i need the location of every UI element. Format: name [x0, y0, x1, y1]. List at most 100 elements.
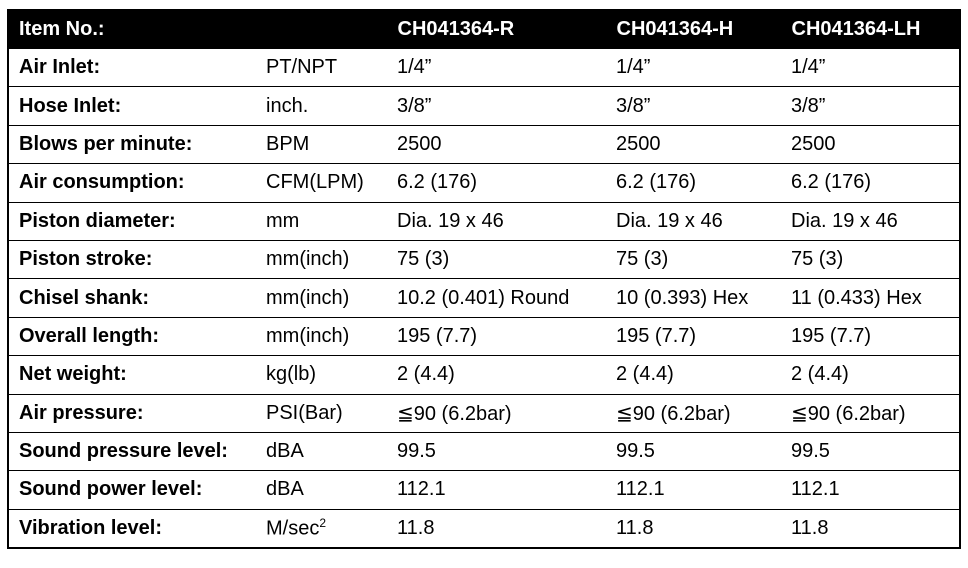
row-value-model-2: 3/8”	[606, 86, 781, 126]
row-unit: PSI(Bar)	[256, 393, 387, 433]
row-value-model-2: 2 (4.4)	[606, 355, 781, 395]
row-value-model-2: 10 (0.393) Hex	[606, 278, 781, 318]
row-unit-text: dBA	[266, 440, 304, 463]
row-value-model-3: 3/8”	[781, 86, 961, 126]
row-value-model-2: 11.8	[606, 508, 781, 549]
row-value-model-2: 75 (3)	[606, 239, 781, 280]
table-row: Overall length: mm(inch) 195 (7.7) 195 (7.7…	[7, 316, 961, 357]
row-value-model-1: Dia. 19 x 46	[387, 201, 606, 241]
table-row: Sound power level: dBA 112.1 112.1 112.1	[7, 470, 961, 510]
row-value-model-2: 195 (7.7)	[606, 316, 781, 357]
row-unit-text: M/sec	[266, 517, 320, 540]
row-unit: PT/NPT	[256, 47, 387, 88]
row-value-model-1: 195 (7.7)	[387, 316, 606, 357]
row-unit: inch.	[256, 86, 387, 126]
row-value-model-1: 10.2 (0.401) Round	[387, 278, 606, 318]
row-value-model-3: Dia. 19 x 46	[781, 201, 961, 241]
row-value-model-2: 1/4”	[606, 47, 781, 88]
row-unit-text: inch.	[266, 94, 309, 117]
row-value-model-3: 195 (7.7)	[781, 316, 961, 357]
row-value-model-2: 112.1	[606, 470, 781, 510]
row-value-model-1: 112.1	[387, 470, 606, 510]
table-row: Blows per minute: BPM 2500 2500 2500	[7, 124, 961, 165]
row-value-model-1: 6.2 (176)	[387, 163, 606, 203]
header-model-2: CH041364-H	[605, 9, 782, 49]
row-value-model-3: 11 (0.433) Hex	[781, 278, 961, 318]
table-row: Hose Inlet: inch. 3/8” 3/8” 3/8”	[7, 86, 961, 126]
table-row: Vibration level: M/sec2 11.8 11.8 11.8	[7, 508, 961, 549]
row-unit: mm(inch)	[256, 239, 387, 280]
spec-body: Air Inlet: PT/NPT 1/4” 1/4” 1/4” Hose Inlet: i…	[7, 47, 961, 549]
table-row: Chisel shank: mm(inch) 10.2 (0.401) Round 1…	[7, 278, 961, 318]
row-unit-text: kg(lb)	[266, 363, 317, 386]
row-label: Piston diameter:	[7, 201, 256, 241]
row-value-model-1: 99.5	[387, 431, 606, 472]
table-row: Piston diameter: mm Dia. 19 x 46 Dia. 19 x …	[7, 201, 961, 241]
row-label: Sound power level:	[7, 470, 256, 510]
row-label: Net weight:	[7, 355, 256, 395]
row-label: Vibration level:	[7, 508, 256, 549]
header-row: Item No.: CH041364-R CH041364-H CH041364…	[7, 9, 961, 49]
row-unit: mm(inch)	[256, 278, 387, 318]
row-value-model-2: Dia. 19 x 46	[606, 201, 781, 241]
row-label: Air pressure:	[7, 393, 256, 433]
row-value-model-3: 6.2 (176)	[781, 163, 961, 203]
row-value-model-2: ≦90 (6.2bar)	[606, 393, 781, 433]
row-unit-text: mm(inch)	[266, 286, 350, 309]
row-value-model-1: 1/4”	[387, 47, 606, 88]
row-unit-text: PT/NPT	[266, 56, 338, 79]
row-unit: BPM	[256, 124, 387, 165]
row-unit: mm(inch)	[256, 316, 387, 357]
spec-table: Item No.: CH041364-R CH041364-H CH041364…	[7, 9, 961, 550]
row-value-model-1: 11.8	[387, 508, 606, 549]
header-item-no: Item No.:	[7, 9, 257, 49]
row-label: Air Inlet:	[7, 47, 256, 88]
row-value-model-3: 2 (4.4)	[781, 355, 961, 395]
row-value-model-2: 2500	[606, 124, 781, 165]
row-value-model-1: 3/8”	[387, 86, 606, 126]
row-unit: dBA	[256, 470, 387, 510]
row-value-model-3: 1/4”	[781, 47, 961, 88]
row-value-model-3: 2500	[781, 124, 961, 165]
row-label: Chisel shank:	[7, 278, 256, 318]
row-unit-text: BPM	[266, 132, 310, 155]
row-value-model-2: 99.5	[606, 431, 781, 472]
header-unit	[255, 9, 388, 49]
header-model-3: CH041364-LH	[780, 9, 961, 49]
row-label: Hose Inlet:	[7, 86, 256, 126]
row-label: Air consumption:	[7, 163, 256, 203]
row-unit: CFM(LPM)	[256, 163, 387, 203]
row-unit-text: PSI(Bar)	[266, 401, 343, 424]
row-unit: M/sec2	[256, 508, 387, 549]
table-row: Piston stroke: mm(inch) 75 (3) 75 (3) 75 (3)	[7, 239, 961, 280]
row-unit-superscript: 2	[319, 516, 327, 531]
row-unit-text: dBA	[266, 478, 304, 501]
row-unit: dBA	[256, 431, 387, 472]
table-row: Air consumption: CFM(LPM) 6.2 (176) 6.2 (17…	[7, 163, 961, 203]
row-unit-text: CFM(LPM)	[266, 171, 364, 194]
row-value-model-1: 2500	[387, 124, 606, 165]
table-row: Sound pressure level: dBA 99.5 99.5 99.5	[7, 431, 961, 472]
row-value-model-3: 99.5	[781, 431, 961, 472]
row-value-model-2: 6.2 (176)	[606, 163, 781, 203]
row-value-model-3: 112.1	[781, 470, 961, 510]
table-row: Air Inlet: PT/NPT 1/4” 1/4” 1/4”	[7, 47, 961, 88]
row-value-model-1: 2 (4.4)	[387, 355, 606, 395]
row-value-model-1: 75 (3)	[387, 239, 606, 280]
row-unit-text: mm(inch)	[266, 248, 350, 271]
table-row: Net weight: kg(lb) 2 (4.4) 2 (4.4) 2 (4.4)	[7, 355, 961, 395]
row-label: Sound pressure level:	[7, 431, 256, 472]
row-value-model-3: ≦90 (6.2bar)	[781, 393, 961, 433]
header-model-1: CH041364-R	[386, 9, 607, 49]
row-unit-text: mm	[266, 209, 300, 232]
row-value-model-1: ≦90 (6.2bar)	[387, 393, 606, 433]
row-label: Piston stroke:	[7, 239, 256, 280]
table-row: Air pressure: PSI(Bar) ≦90 (6.2bar) ≦90 (6.…	[7, 393, 961, 433]
row-unit: mm	[256, 201, 387, 241]
row-unit-text: mm(inch)	[266, 324, 350, 347]
row-value-model-3: 11.8	[781, 508, 961, 549]
row-label: Overall length:	[7, 316, 256, 357]
row-unit: kg(lb)	[256, 355, 387, 395]
row-label: Blows per minute:	[7, 124, 256, 165]
row-value-model-3: 75 (3)	[781, 239, 961, 280]
